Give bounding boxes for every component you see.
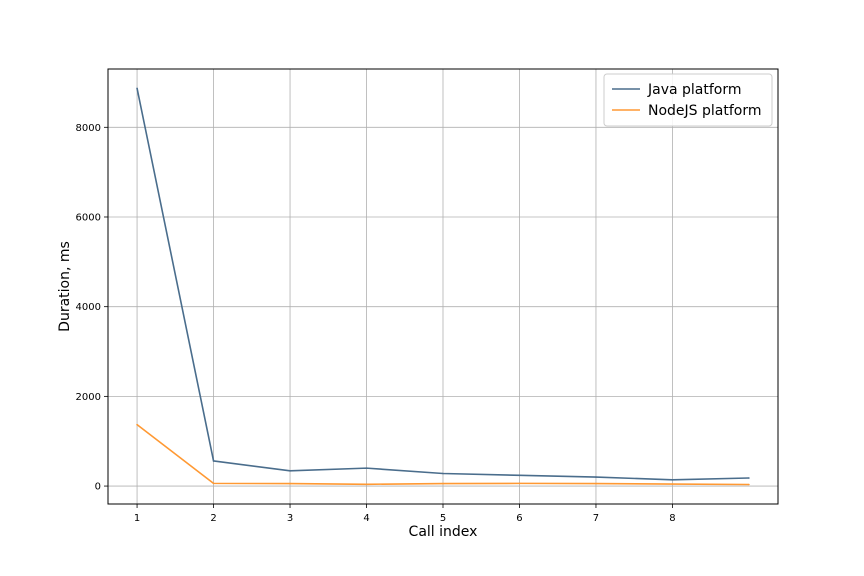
x-tick-label: 8 <box>669 513 675 524</box>
data-point <box>595 482 597 485</box>
legend-box <box>603 73 773 127</box>
legend: Java platform NodeJS platform <box>603 73 773 127</box>
legend-entry-label: NodeJS platform <box>648 103 762 119</box>
x-tick-label: 7 <box>593 513 599 524</box>
data-point <box>365 483 368 486</box>
data-point <box>671 478 674 481</box>
y-tick-label: 8000 <box>76 123 101 134</box>
data-point <box>212 482 215 485</box>
data-point <box>136 87 138 90</box>
data-point <box>518 474 521 477</box>
y-axis-label: Duration, ms <box>57 241 73 332</box>
data-point <box>671 483 674 485</box>
legend-entry-label: Java platform <box>647 82 742 98</box>
y-tick-label: 6000 <box>76 212 101 223</box>
data-point <box>289 470 291 472</box>
series-layer <box>136 87 750 486</box>
x-tick-label: 6 <box>516 513 522 524</box>
x-tick-label: 3 <box>287 513 293 524</box>
data-point <box>518 482 521 485</box>
x-tick-label: 1 <box>134 513 140 524</box>
y-tick-label: 2000 <box>76 392 101 403</box>
data-point <box>212 460 215 462</box>
x-tick-label: 5 <box>440 513 446 524</box>
y-tick-label: 4000 <box>76 302 101 313</box>
data-point <box>748 477 750 479</box>
x-axis-label: Call index <box>409 524 478 540</box>
data-point <box>136 423 138 426</box>
data-point <box>442 482 444 485</box>
axis-ticks: 1 2 3 4 5 6 7 8 0 2000 4000 6000 8000 <box>76 123 676 524</box>
data-point <box>442 472 444 475</box>
grid-lines <box>108 69 778 504</box>
y-tick-label: 0 <box>95 482 101 493</box>
data-point <box>595 476 597 478</box>
x-tick-label: 2 <box>210 513 216 524</box>
data-point <box>365 467 368 469</box>
data-point <box>289 482 291 485</box>
x-tick-label: 4 <box>363 513 369 524</box>
data-point <box>748 483 750 486</box>
